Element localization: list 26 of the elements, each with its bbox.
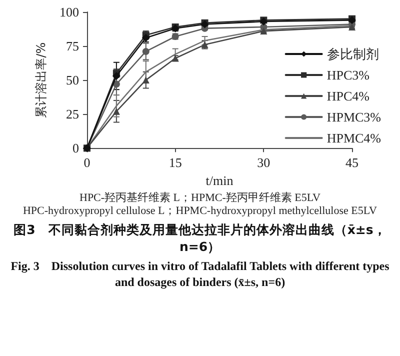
point — [112, 108, 120, 115]
point — [112, 72, 120, 80]
legend-label: 参比制剂 — [326, 46, 379, 62]
x-tick-label: 45 — [346, 155, 358, 170]
point — [260, 28, 268, 35]
x-tick-label: 30 — [257, 155, 270, 170]
x-tick-label: 15 — [168, 155, 182, 170]
legend-label: HPC3% — [326, 68, 370, 82]
y-tick-label: 50 — [66, 72, 79, 88]
legend-label: HPMC3% — [326, 110, 382, 124]
legend-label: HPC4% — [326, 88, 370, 104]
x-tick-label: 0 — [84, 155, 90, 170]
text: HPC-羟丙基纤维素 L；HPMC-羟丙甲纤维素 E5LV — [78, 192, 322, 205]
text: 图3 不同黏合剂种类及用量他达拉非片的体外溶出曲线（x̄±s，n=6） — [12, 221, 388, 255]
y-tick-label: 25 — [66, 106, 79, 122]
y-axis-title: 累计溶出率/% — [34, 42, 48, 118]
x-axis-title: t/min — [206, 173, 234, 188]
point — [112, 80, 120, 88]
y-tick-label: 75 — [66, 38, 79, 54]
point — [142, 48, 150, 55]
legend-label: HPMC4% — [326, 130, 382, 146]
y-tick-label: 100 — [60, 4, 79, 20]
point — [348, 23, 356, 30]
y-tick-label: 0 — [72, 140, 79, 156]
text: Fig. 3 Dissolution curves in vitro of Tadalafil Tablets with different types and dosages of binders (x̄±s, n=6) — [10, 258, 390, 290]
text: HPC-hydroxypropyl cellulose L；HPMC-hydroxypropyl methylcellulose E5LV — [22, 205, 378, 218]
